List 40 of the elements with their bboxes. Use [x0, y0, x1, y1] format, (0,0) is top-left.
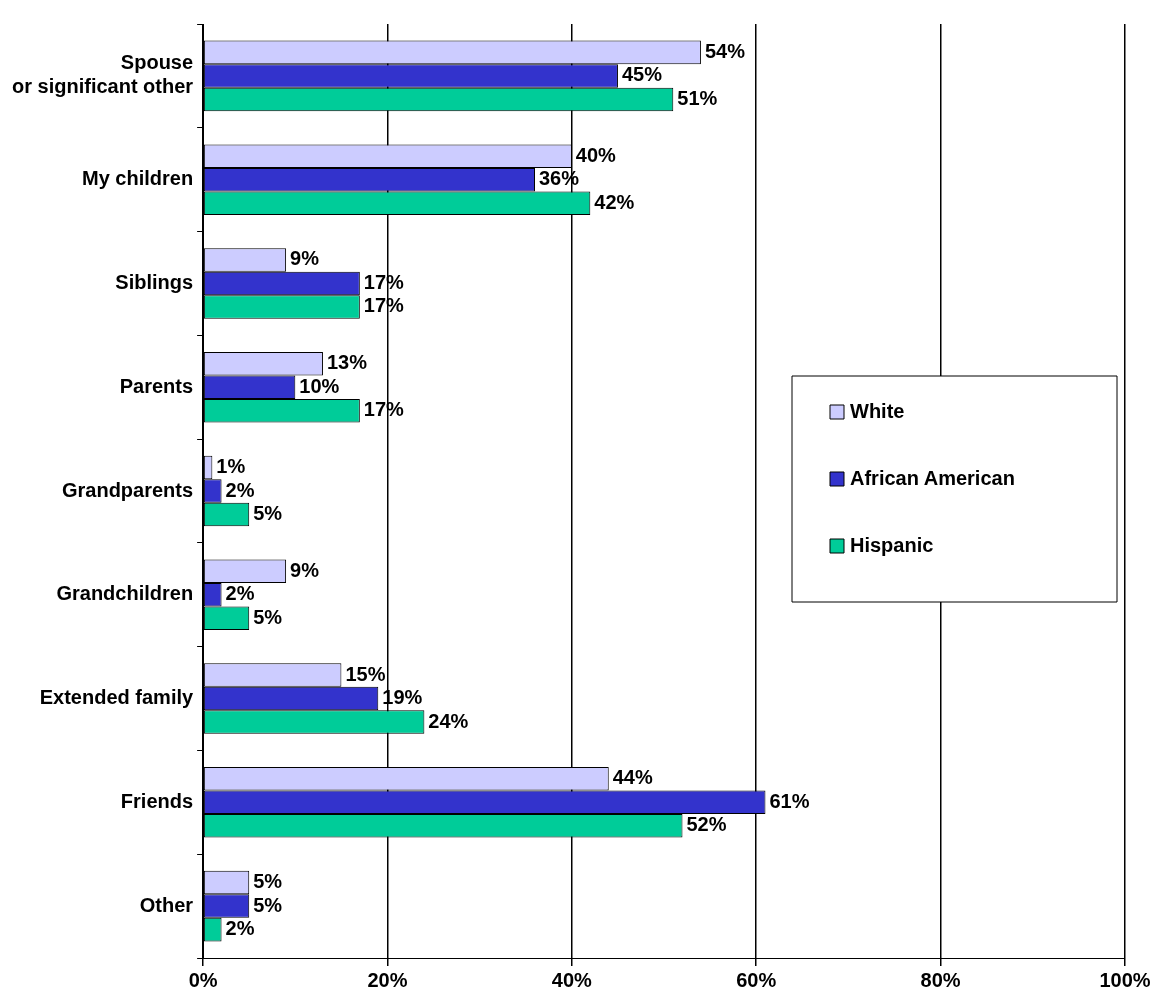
y-tick-label: Grandparents — [61, 478, 194, 501]
data-label: 10% — [299, 374, 340, 397]
x-tick-label: 40% — [551, 968, 593, 991]
data-label: 24% — [428, 709, 469, 732]
data-label: 51% — [677, 86, 718, 109]
y-tick-label: Spouse or significant other — [12, 51, 194, 98]
y-tick-label: Friends — [120, 789, 194, 812]
x-tick-label: 80% — [920, 968, 961, 991]
data-label: 5% — [253, 605, 283, 628]
x-tick-label: 0% — [188, 968, 218, 991]
data-label: 9% — [290, 558, 320, 581]
y-tick-label: Siblings — [115, 270, 194, 293]
x-tick-label: 100% — [1099, 968, 1151, 991]
data-label: 13% — [326, 351, 368, 374]
legend-label: Hispanic — [850, 533, 934, 556]
y-tick-label: Parents — [119, 374, 194, 397]
data-label: 42% — [594, 190, 635, 213]
data-label: 5% — [253, 870, 283, 893]
legend-label: African American — [850, 466, 1015, 489]
y-tick-label: Grandchildren — [56, 582, 194, 605]
data-label: 2% — [225, 917, 255, 940]
data-label: 2% — [225, 582, 255, 605]
data-label: 61% — [769, 789, 810, 812]
data-label: 9% — [290, 247, 320, 270]
legend-label: White — [850, 399, 905, 422]
x-tick-label: 60% — [736, 968, 777, 991]
data-label: 52% — [686, 813, 727, 836]
data-label: 54% — [704, 39, 746, 62]
y-tick-label: Other — [139, 893, 194, 916]
data-label: 40% — [575, 143, 617, 166]
data-label: 44% — [612, 766, 653, 789]
x-tick-label: 20% — [367, 968, 408, 991]
data-label: 15% — [345, 662, 386, 685]
data-label: 2% — [225, 478, 255, 501]
data-label: 1% — [216, 454, 246, 477]
data-label: 45% — [621, 63, 663, 86]
data-label: 5% — [253, 893, 283, 916]
y-tick-label: My children — [81, 167, 194, 190]
data-label: 5% — [253, 502, 283, 525]
y-tick-label: Extended family — [39, 686, 194, 709]
